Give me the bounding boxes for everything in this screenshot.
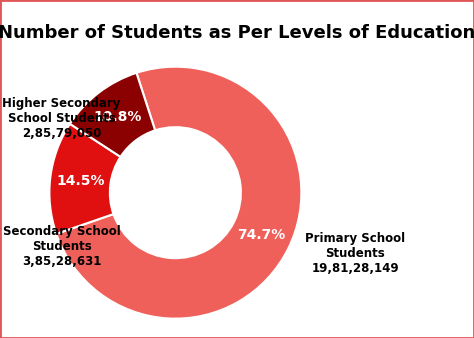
Text: Secondary School
Students
3,85,28,631: Secondary School Students 3,85,28,631 bbox=[3, 225, 120, 268]
Text: 14.5%: 14.5% bbox=[56, 174, 105, 188]
Wedge shape bbox=[70, 73, 155, 157]
Wedge shape bbox=[56, 67, 301, 319]
Text: Primary School
Students
19,81,28,149: Primary School Students 19,81,28,149 bbox=[305, 232, 406, 275]
Text: 74.7%: 74.7% bbox=[237, 228, 285, 242]
Wedge shape bbox=[49, 124, 120, 234]
Text: Higher Secondary
School Students
2,85,79,050: Higher Secondary School Students 2,85,79… bbox=[2, 97, 121, 140]
Text: Number of Students as Per Levels of Education: Number of Students as Per Levels of Educ… bbox=[0, 24, 474, 42]
Text: 10.8%: 10.8% bbox=[93, 110, 141, 124]
